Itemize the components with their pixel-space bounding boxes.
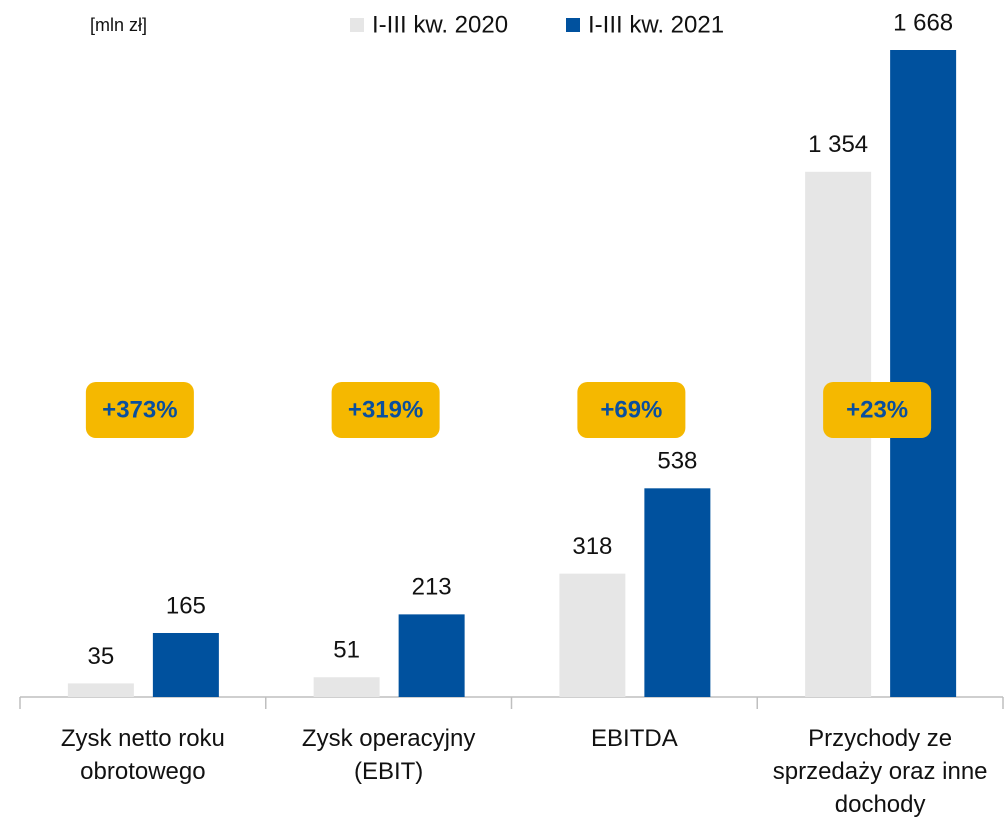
legend-swatch xyxy=(350,18,364,32)
bar xyxy=(67,683,134,697)
bar xyxy=(890,50,957,697)
unit-label: [mln zł] xyxy=(90,15,147,35)
value-label: 538 xyxy=(657,448,697,475)
x-tick-label: Zysk operacyjny (EBIT) xyxy=(301,725,476,785)
x-tick-label: Zysk netto roku obrotowego xyxy=(60,725,225,785)
annotation-badge xyxy=(577,382,686,438)
annotation-badge xyxy=(331,382,440,438)
bar xyxy=(398,614,465,697)
annotation-text: +373% xyxy=(102,396,177,423)
legend-swatch xyxy=(566,18,580,32)
x-tick-label: Przychody ze sprzedaży oraz inne dochody xyxy=(772,725,988,818)
legend-label: I-III kw. 2020 xyxy=(372,11,508,38)
value-label: 318 xyxy=(572,533,612,560)
value-label: 1 354 xyxy=(808,131,868,158)
annotation-badge xyxy=(823,382,932,438)
annotation-text: +69% xyxy=(600,396,662,423)
value-label: 35 xyxy=(88,643,115,670)
value-label: 165 xyxy=(166,592,206,619)
annotation-badge xyxy=(85,382,194,438)
value-label: 1 668 xyxy=(893,9,953,36)
annotation-text: +319% xyxy=(348,396,423,423)
bar xyxy=(313,677,380,697)
legend-label: I-III kw. 2021 xyxy=(588,11,724,38)
bar xyxy=(644,488,711,697)
value-label: 51 xyxy=(333,637,360,664)
value-label: 213 xyxy=(412,574,452,601)
bar xyxy=(559,573,626,697)
annotation-text: +23% xyxy=(846,396,908,423)
bar xyxy=(152,632,219,697)
x-tick-label: EBITDA xyxy=(591,725,678,752)
